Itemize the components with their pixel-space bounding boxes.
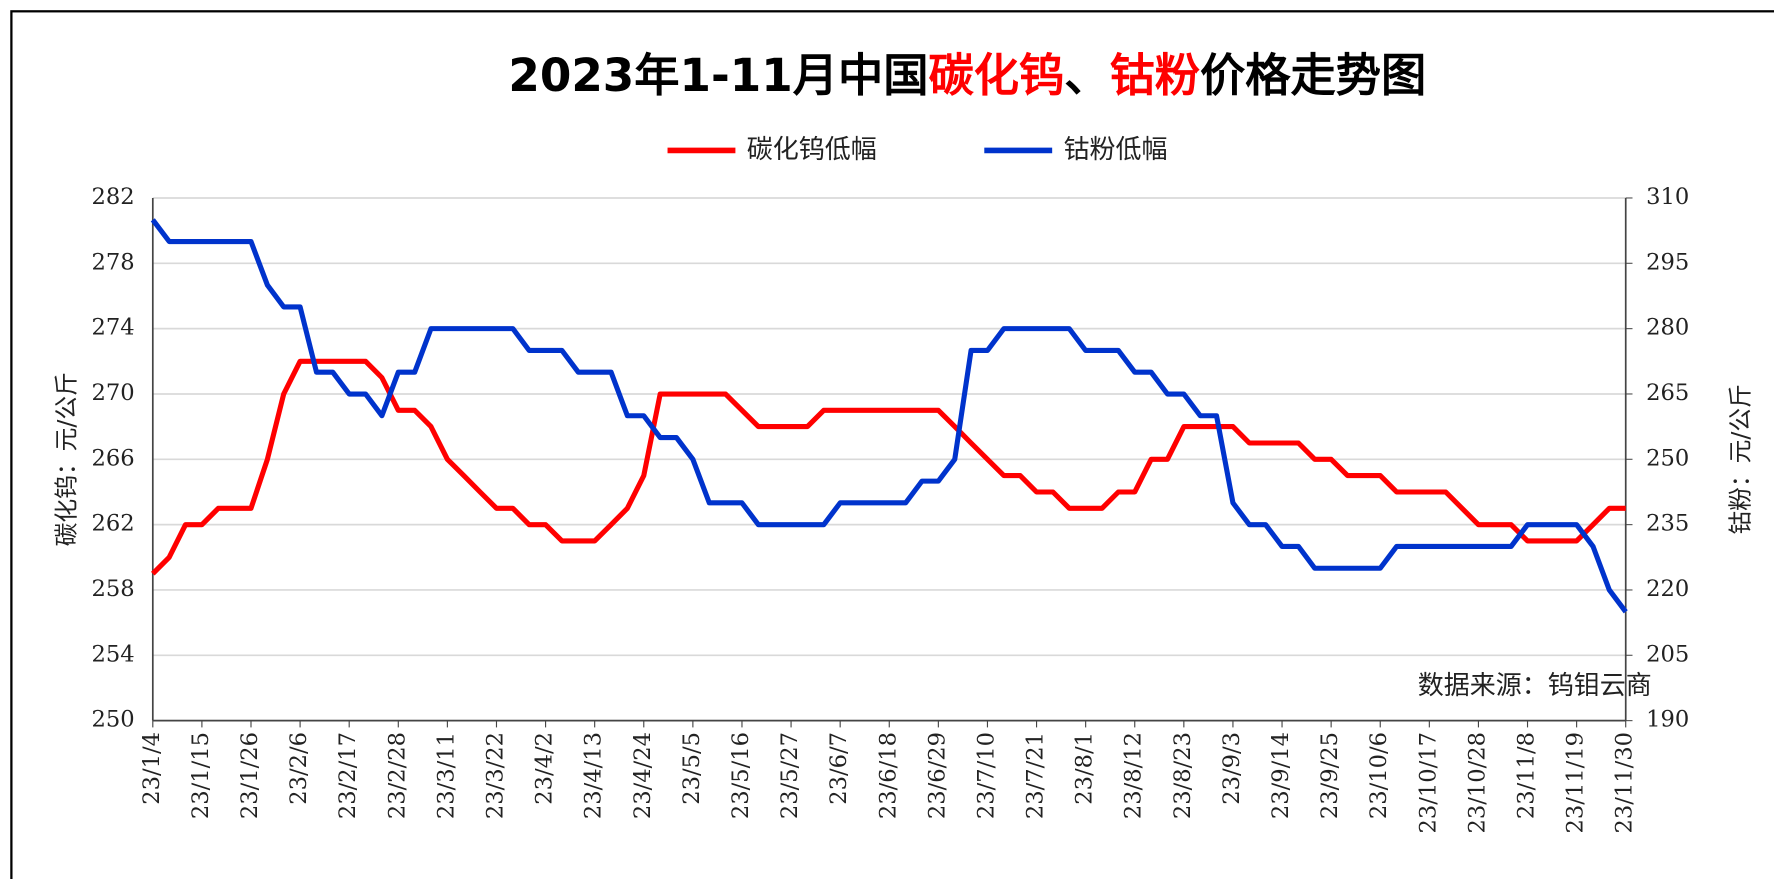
y2-tick-label: 280 [1646, 315, 1689, 341]
y-tick-label: 254 [92, 641, 135, 667]
x-tick-label: 23/2/17 [335, 732, 361, 819]
x-tick-label: 23/11/8 [1514, 732, 1540, 819]
legend-label: 钴粉低幅 [1063, 135, 1167, 165]
x-tick-label: 23/10/17 [1415, 732, 1441, 834]
y2-tick-label: 265 [1646, 380, 1689, 406]
x-tick-label: 23/10/6 [1366, 732, 1392, 819]
x-tick-label: 23/2/28 [384, 732, 410, 819]
source-note: 数据来源：钨钼云商 [1418, 671, 1652, 701]
x-tick-label: 23/1/15 [188, 732, 214, 819]
x-tick-label: 23/8/12 [1121, 732, 1147, 819]
x-tick-label: 23/5/16 [728, 732, 754, 819]
y-tick-label: 262 [92, 511, 135, 537]
y-tick-label: 274 [92, 315, 135, 341]
x-tick-label: 23/8/1 [1072, 732, 1098, 805]
y2-tick-label: 220 [1646, 576, 1689, 602]
x-tick-label: 23/6/29 [924, 732, 950, 819]
x-tick-label: 23/9/25 [1317, 732, 1343, 819]
title-part: 价格走势图 [1200, 49, 1426, 102]
frame [10, 10, 1774, 879]
y-tick-label: 282 [92, 184, 135, 210]
y2-tick-label: 190 [1646, 707, 1689, 733]
x-tick-label: 23/3/11 [433, 732, 459, 819]
y-axis-label: 碳化钨：元/公斤 [52, 372, 80, 546]
y-tick-label: 258 [92, 576, 135, 602]
title-part: 、 [1064, 49, 1109, 102]
title-part: 碳化钨 [929, 49, 1065, 102]
legend-label: 碳化钨低幅 [747, 135, 877, 165]
x-tick-label: 23/6/18 [875, 732, 901, 819]
y-tick-label: 270 [92, 380, 135, 406]
x-tick-label: 23/2/6 [286, 732, 312, 805]
x-tick-label: 23/11/19 [1563, 732, 1589, 834]
y-tick-label: 278 [92, 249, 135, 275]
x-tick-label: 23/9/14 [1268, 732, 1294, 819]
series-line [150, 218, 1628, 614]
x-tick-label: 23/1/26 [237, 732, 263, 819]
y-tick-label: 266 [92, 445, 135, 471]
x-tick-label: 23/11/30 [1612, 732, 1638, 834]
y2-tick-label: 310 [1646, 184, 1689, 210]
x-tick-label: 23/5/5 [679, 732, 705, 805]
title-part: 2023年1-11月中国 [508, 49, 928, 102]
y2-tick-label: 205 [1646, 641, 1689, 667]
series-line [151, 358, 1626, 576]
x-tick-label: 23/6/7 [826, 732, 852, 805]
x-tick-label: 23/9/3 [1219, 732, 1245, 805]
x-tick-label: 23/10/28 [1464, 732, 1490, 834]
x-tick-label: 23/4/2 [532, 732, 558, 805]
y2-tick-label: 235 [1646, 511, 1689, 537]
x-tick-label: 23/8/23 [1170, 732, 1196, 819]
y-tick-label: 250 [92, 707, 135, 733]
chart-title: 2023年1-11月中国碳化钨、钴粉价格走势图 [508, 49, 1426, 102]
x-tick-label: 23/4/13 [581, 732, 607, 819]
x-tick-label: 23/7/21 [1023, 732, 1049, 819]
y2-tick-label: 295 [1646, 249, 1689, 275]
x-tick-label: 23/4/24 [630, 732, 656, 819]
x-tick-label: 23/1/4 [139, 732, 165, 805]
x-tick-label: 23/5/27 [777, 732, 803, 819]
x-tick-label: 23/7/10 [973, 732, 999, 819]
y2-axis-label: 钴粉：元/公斤 [1727, 384, 1755, 535]
y2-tick-label: 250 [1646, 445, 1689, 471]
title-part: 钴粉 [1110, 49, 1201, 102]
x-tick-label: 23/3/22 [482, 732, 508, 819]
